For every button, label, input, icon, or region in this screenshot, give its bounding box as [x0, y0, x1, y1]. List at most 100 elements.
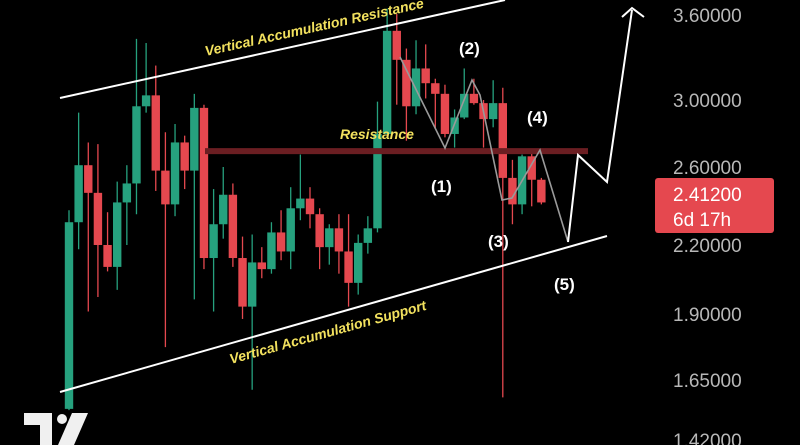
- candle: [460, 68, 469, 120]
- candle: [93, 144, 103, 297]
- candle-body: [199, 107, 209, 259]
- candle: [209, 189, 218, 312]
- candle: [219, 167, 228, 239]
- candle: [411, 40, 421, 115]
- candle-body: [247, 262, 257, 307]
- candle: [537, 177, 546, 205]
- candle-body: [170, 142, 180, 205]
- wave-label-4: (4): [527, 108, 548, 127]
- price-axis[interactable]: 3.60000 3.00000 2.60000 2.20000 1.90000 1.650…: [673, 6, 742, 445]
- candle: [527, 149, 536, 207]
- candle: [402, 48, 411, 141]
- candle: [161, 132, 170, 348]
- price-tick-label: 3.00000: [673, 91, 742, 112]
- upper-channel-line: [59, 0, 506, 99]
- candle: [325, 224, 334, 265]
- tradingview-logo-icon: [24, 413, 88, 445]
- candle: [257, 247, 266, 279]
- candle-body: [325, 228, 334, 248]
- candle: [267, 222, 276, 274]
- price-tick-label: 2.20000: [673, 236, 742, 257]
- candle: [74, 112, 83, 250]
- resistance-label: Resistance: [340, 126, 414, 142]
- candle: [151, 65, 160, 191]
- candle-body: [402, 59, 411, 107]
- candle: [190, 93, 199, 300]
- price-tick-label: 3.60000: [673, 6, 742, 27]
- wave-label-2: (2): [459, 39, 480, 58]
- candle-body: [421, 68, 430, 84]
- upper-channel-label: Vertical Accumulation Resistance: [203, 0, 425, 59]
- candle: [286, 187, 295, 270]
- candle: [373, 101, 382, 233]
- candle-body: [238, 258, 247, 307]
- candle-body: [84, 165, 93, 193]
- candle-body: [411, 68, 421, 107]
- candle-body: [122, 183, 132, 203]
- price-tick-label: 1.90000: [673, 305, 742, 326]
- candle-body: [537, 179, 546, 203]
- candle-body: [103, 245, 112, 267]
- candle-body: [354, 242, 363, 283]
- candle: [122, 165, 132, 245]
- candle: [382, 8, 392, 134]
- candle: [199, 104, 209, 270]
- candle-body: [460, 93, 469, 118]
- projection-path: [399, 56, 569, 243]
- candle-body: [286, 208, 295, 252]
- candle-body: [257, 262, 266, 270]
- candle-body: [267, 232, 276, 270]
- candle: [498, 87, 507, 398]
- candle: [440, 84, 450, 138]
- candle-body: [151, 95, 160, 171]
- candle-body: [305, 198, 315, 215]
- candle-body: [431, 83, 440, 94]
- candle-body: [373, 133, 382, 229]
- last-price-value: 2.41200: [673, 185, 742, 206]
- candle: [334, 214, 344, 274]
- wave-label-5: (5): [554, 275, 575, 294]
- candle: [488, 80, 498, 128]
- candle-body: [93, 192, 103, 245]
- candle: [354, 234, 363, 295]
- candle-body: [132, 106, 141, 184]
- wave-label-3: (3): [488, 232, 509, 251]
- candle: [64, 210, 74, 411]
- forecast-arrow-icon: [621, 6, 645, 18]
- candle-body: [74, 165, 83, 223]
- candle-body: [488, 103, 498, 120]
- lower-channel-line: [59, 235, 608, 393]
- wave-label-1: (1): [431, 177, 452, 196]
- price-tick-label: 1.65000: [673, 371, 742, 392]
- candle-body: [113, 202, 122, 267]
- candle-body: [161, 170, 170, 205]
- candle-body: [180, 142, 189, 171]
- candle-body: [363, 228, 373, 243]
- candle-body: [141, 95, 151, 107]
- candle: [508, 159, 517, 225]
- candle-body: [508, 177, 517, 205]
- candle: [238, 236, 247, 319]
- price-tick-label: 1.42000: [673, 431, 742, 445]
- candle: [315, 208, 324, 270]
- candle-body: [190, 107, 199, 171]
- candle: [170, 124, 180, 217]
- candle: [180, 135, 189, 190]
- candle: [84, 142, 93, 312]
- candle: [103, 212, 112, 272]
- candle-body: [296, 198, 305, 209]
- candle-body: [498, 103, 507, 178]
- candle: [247, 234, 257, 390]
- candle: [305, 187, 315, 229]
- candle-body: [64, 222, 74, 409]
- candle: [296, 154, 305, 221]
- candle-body: [527, 156, 536, 180]
- candle-body: [440, 93, 450, 134]
- candles: [64, 8, 546, 411]
- candle: [132, 38, 141, 215]
- lower-channel-label: Vertical Accumulation Support: [228, 297, 430, 367]
- candle-body: [228, 194, 238, 259]
- candle: [228, 183, 238, 267]
- candle: [113, 181, 122, 290]
